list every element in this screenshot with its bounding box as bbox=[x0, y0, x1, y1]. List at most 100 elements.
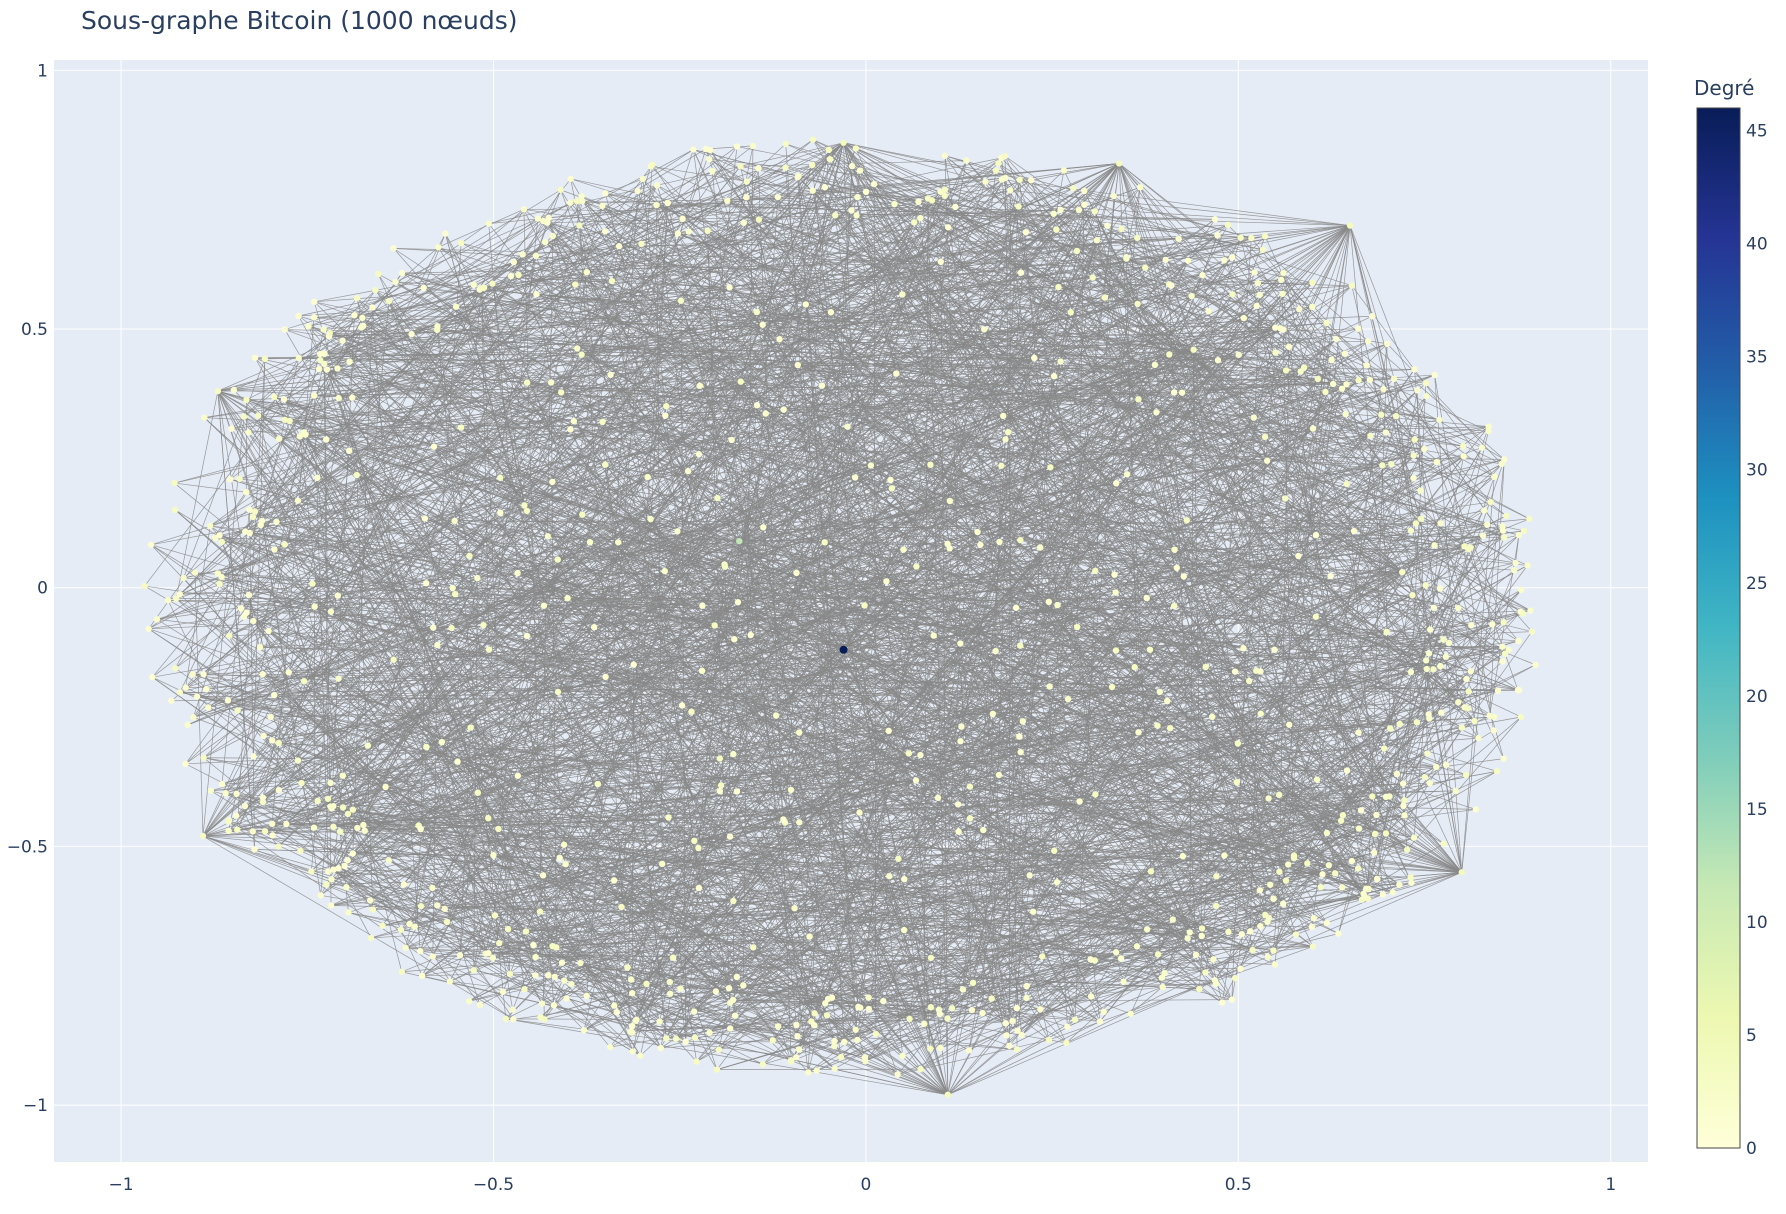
graph-node bbox=[583, 992, 590, 1000]
graph-edge bbox=[864, 1057, 948, 1096]
graph-edge bbox=[1413, 607, 1435, 838]
graph-edge bbox=[908, 439, 1415, 754]
graph-node bbox=[1213, 902, 1220, 910]
graph-node bbox=[1383, 628, 1390, 636]
graph-node bbox=[1146, 646, 1154, 653]
graph-node bbox=[1027, 177, 1035, 184]
graph-node bbox=[1398, 568, 1406, 576]
graph-node bbox=[776, 336, 783, 343]
graph-node bbox=[699, 602, 706, 609]
graph-edge bbox=[1029, 724, 1290, 876]
graph-node bbox=[385, 297, 393, 305]
graph-node bbox=[1051, 847, 1058, 854]
graph-node bbox=[946, 497, 954, 505]
graph-node bbox=[1485, 423, 1492, 430]
graph-edge bbox=[363, 490, 1421, 826]
graph-edge bbox=[433, 446, 730, 989]
graph-edge bbox=[829, 159, 1058, 883]
colorbar-tick-label: 0 bbox=[1746, 1139, 1757, 1159]
graph-node bbox=[1493, 768, 1501, 775]
colorbar-tick-label: 5 bbox=[1746, 1026, 1757, 1046]
graph-node bbox=[344, 810, 352, 818]
graph-edge bbox=[944, 155, 1194, 351]
graph-node bbox=[1425, 711, 1432, 718]
graph-node bbox=[320, 326, 327, 333]
graph-edge bbox=[481, 287, 1519, 691]
graph-edge bbox=[144, 585, 230, 637]
graph-node bbox=[1343, 767, 1351, 774]
graph-node bbox=[787, 786, 795, 794]
graph-edge bbox=[1315, 547, 1471, 618]
graph-edge bbox=[798, 732, 910, 1019]
graph-node bbox=[451, 590, 459, 598]
graph-edge bbox=[1187, 260, 1507, 517]
graph-node bbox=[184, 721, 191, 729]
graph-node bbox=[1224, 221, 1232, 229]
graph-edge bbox=[349, 450, 1467, 776]
graph-node bbox=[861, 1054, 869, 1061]
graph-node bbox=[176, 689, 184, 696]
graph-edge bbox=[969, 378, 1395, 787]
graph-node bbox=[825, 146, 833, 154]
graph-node bbox=[1047, 464, 1054, 471]
graph-edge bbox=[790, 225, 1351, 791]
graph-node bbox=[795, 1046, 803, 1053]
graph-node bbox=[1499, 658, 1506, 665]
graph-node bbox=[865, 994, 872, 1001]
graph-edge bbox=[342, 518, 426, 776]
graph-node bbox=[1524, 562, 1531, 569]
graph-node bbox=[1386, 793, 1393, 800]
graph-node bbox=[1017, 642, 1024, 649]
graph-node bbox=[489, 954, 497, 962]
graph-node bbox=[762, 410, 769, 417]
graph-node bbox=[1006, 1042, 1013, 1050]
graph-node bbox=[1373, 875, 1381, 883]
graph-edge bbox=[762, 527, 826, 1004]
graph-node bbox=[913, 563, 920, 570]
graph-node bbox=[1170, 389, 1178, 396]
graph-edge bbox=[203, 224, 1229, 759]
graph-node bbox=[324, 795, 332, 802]
graph-node bbox=[1472, 806, 1480, 813]
graph-node bbox=[628, 989, 636, 997]
graph-node bbox=[1384, 340, 1391, 347]
graph-edge bbox=[729, 836, 795, 909]
graph-node bbox=[1133, 943, 1141, 950]
x-tick-label: 0 bbox=[860, 1175, 871, 1195]
graph-edge bbox=[297, 145, 754, 501]
graph-node bbox=[1254, 279, 1262, 287]
graph-node bbox=[1275, 791, 1283, 799]
graph-edge bbox=[680, 988, 687, 1042]
graph-node bbox=[1328, 356, 1335, 364]
graph-edge bbox=[1214, 565, 1528, 981]
graph-node bbox=[1073, 247, 1081, 255]
graph-edge bbox=[982, 871, 1152, 1014]
graph-node bbox=[541, 1016, 548, 1023]
graph-node bbox=[599, 418, 606, 426]
graph-edge bbox=[246, 399, 591, 543]
graph-node bbox=[1355, 825, 1363, 832]
graph-edge bbox=[1009, 190, 1011, 1046]
graph-node bbox=[536, 908, 544, 915]
graph-edge bbox=[797, 364, 1416, 524]
graph-edge bbox=[261, 520, 543, 1004]
graph-edge bbox=[698, 548, 1469, 849]
graph-node bbox=[608, 277, 616, 285]
graph-node bbox=[339, 337, 346, 344]
graph-edge bbox=[1234, 594, 1413, 672]
graph-edge bbox=[1351, 285, 1387, 433]
graph-node bbox=[1031, 354, 1038, 362]
graph-edge bbox=[274, 396, 887, 582]
graph-node bbox=[1248, 234, 1255, 242]
graph-edge bbox=[526, 191, 941, 637]
graph-edge bbox=[1039, 547, 1068, 1027]
graph-node bbox=[182, 684, 189, 691]
graph-edge bbox=[1257, 283, 1359, 733]
graph-node bbox=[579, 198, 586, 205]
node-layer bbox=[141, 136, 1539, 1098]
graph-node bbox=[466, 997, 473, 1005]
graph-edge bbox=[844, 773, 1398, 1043]
graph-edge bbox=[667, 202, 1095, 212]
graph-edge bbox=[1019, 179, 1058, 606]
graph-node bbox=[753, 308, 760, 316]
